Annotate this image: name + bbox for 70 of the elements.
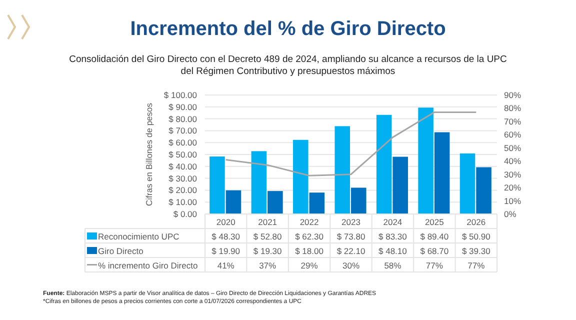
y-axis-title: Cifras en Billones de pesos (144, 102, 154, 206)
x-tick-label: 2021 (258, 217, 278, 227)
bar (210, 156, 225, 214)
data-label: 58% (384, 260, 402, 270)
legend-label: Giro Directo (98, 246, 144, 256)
data-label: $ 52.80 (253, 232, 282, 242)
legend-label: Reconocimiento UPC (98, 232, 180, 242)
legend-label: % incremento Giro Directo (98, 260, 198, 270)
bar (460, 153, 476, 214)
bar (226, 190, 242, 214)
data-label: $ 48.30 (212, 232, 240, 242)
y-tick-label: $ 50.00 (168, 150, 198, 160)
data-label: $ 18.00 (295, 246, 324, 256)
y-tick-label: $ 80.00 (168, 114, 198, 124)
bar (392, 156, 408, 214)
data-label: 77% (468, 260, 486, 270)
x-tick-label: 2023 (342, 217, 361, 227)
y-tick-label: $ 30.00 (168, 173, 198, 184)
y2-tick-label: 50% (504, 142, 522, 153)
chart-title: Incremento del % de Giro Directo (130, 18, 446, 40)
data-label: $ 48.10 (378, 246, 408, 256)
y2-tick-label: 60% (504, 130, 522, 140)
y-tick-label: $ 100.00 (164, 90, 198, 100)
data-label: 29% (300, 260, 318, 270)
y2-tick-label: 10% (504, 196, 522, 206)
bar (268, 191, 283, 214)
x-tick-label: 2022 (300, 217, 320, 227)
y-tick-label: $ 40.00 (168, 161, 198, 172)
bar (418, 108, 434, 214)
data-label: $ 83.30 (378, 232, 408, 242)
y2-tick-label: 20% (504, 182, 522, 193)
x-tick-label: 2024 (383, 217, 402, 227)
data-label: $ 19.90 (212, 246, 240, 256)
line-series (225, 111, 477, 176)
data-label: 41% (217, 260, 235, 270)
data-label: $ 68.70 (420, 246, 449, 256)
bar (376, 114, 392, 214)
x-tick-label: 2025 (424, 217, 444, 227)
data-label: $ 73.80 (336, 232, 366, 242)
data-label: $ 50.90 (462, 232, 491, 242)
y-tick-label: $ 90.00 (168, 102, 198, 112)
y-tick-label: $ 0.00 (173, 209, 198, 219)
chart-subtitle: Consolidación del Giro Directo con el Decreto 489 de 2024, ampliando su alcance a recursos de la UPC del Régimen Contributivo y presupuestos máximos (69, 54, 508, 77)
y-tick-label: $ 10.00 (168, 197, 198, 208)
y-tick-label: $ 70.00 (168, 126, 198, 136)
x-tick-label: 2026 (466, 217, 486, 227)
data-label: $ 22.10 (336, 246, 366, 256)
bar (334, 126, 350, 214)
bar (434, 132, 450, 214)
bar (309, 192, 325, 214)
y-tick-label: $ 20.00 (168, 185, 198, 196)
data-label: $ 62.30 (295, 232, 324, 242)
x-tick-label: 2020 (216, 217, 236, 227)
data-label: 77% (426, 260, 444, 270)
y2-tick-label: 40% (504, 156, 522, 166)
bar (251, 151, 267, 214)
y2-tick-label: 70% (504, 116, 522, 126)
data-label: $ 89.40 (420, 232, 449, 242)
y2-tick-label: 0% (504, 209, 517, 219)
y2-tick-label: 90% (504, 90, 522, 100)
data-label: $ 19.30 (253, 246, 282, 256)
bar (476, 167, 492, 214)
y2-tick-label: 30% (504, 169, 522, 180)
data-label: 37% (259, 260, 277, 270)
y2-tick-label: 80% (504, 103, 522, 114)
bar (351, 188, 366, 214)
data-label: 30% (342, 260, 360, 270)
data-label: $ 39.30 (462, 246, 491, 256)
y-tick-label: $ 60.00 (168, 138, 198, 148)
bar (293, 140, 308, 214)
